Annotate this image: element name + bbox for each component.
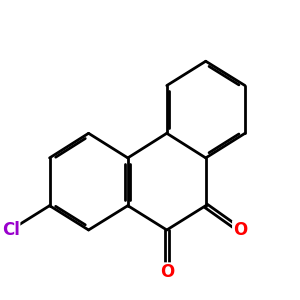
Text: O: O (160, 263, 174, 281)
Text: Cl: Cl (2, 221, 20, 239)
Text: O: O (233, 221, 247, 239)
